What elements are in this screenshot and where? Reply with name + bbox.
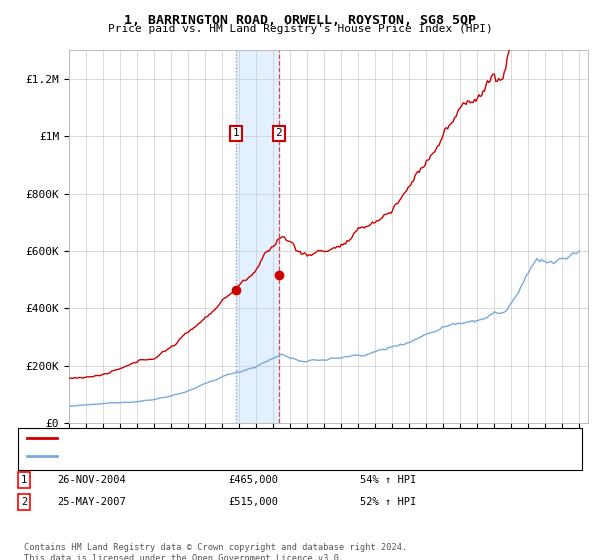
Text: £465,000: £465,000 [228,475,278,485]
Text: 1, BARRINGTON ROAD, ORWELL, ROYSTON, SG8 5QP: 1, BARRINGTON ROAD, ORWELL, ROYSTON, SG8… [124,14,476,27]
Text: 26-NOV-2004: 26-NOV-2004 [57,475,126,485]
Bar [236,50,279,423]
Text: HPI: Average price, detached house, South Cambridgeshire: HPI: Average price, detached house, Sout… [63,451,413,461]
Text: 2: 2 [275,128,282,138]
Text: Price paid vs. HM Land Registry's House Price Index (HPI): Price paid vs. HM Land Registry's House … [107,24,493,34]
Text: Contains HM Land Registry data © Crown copyright and database right 2024.
This d: Contains HM Land Registry data © Crown c… [24,543,407,560]
Text: 2: 2 [21,497,27,507]
Text: 52% ↑ HPI: 52% ↑ HPI [360,497,416,507]
Text: 1: 1 [233,128,239,138]
Text: 25-MAY-2007: 25-MAY-2007 [57,497,126,507]
Text: 1, BARRINGTON ROAD, ORWELL, ROYSTON, SG8 5QP (detached house): 1, BARRINGTON ROAD, ORWELL, ROYSTON, SG8… [63,433,444,444]
Text: £515,000: £515,000 [228,497,278,507]
Text: 54% ↑ HPI: 54% ↑ HPI [360,475,416,485]
Text: 1: 1 [21,475,27,485]
